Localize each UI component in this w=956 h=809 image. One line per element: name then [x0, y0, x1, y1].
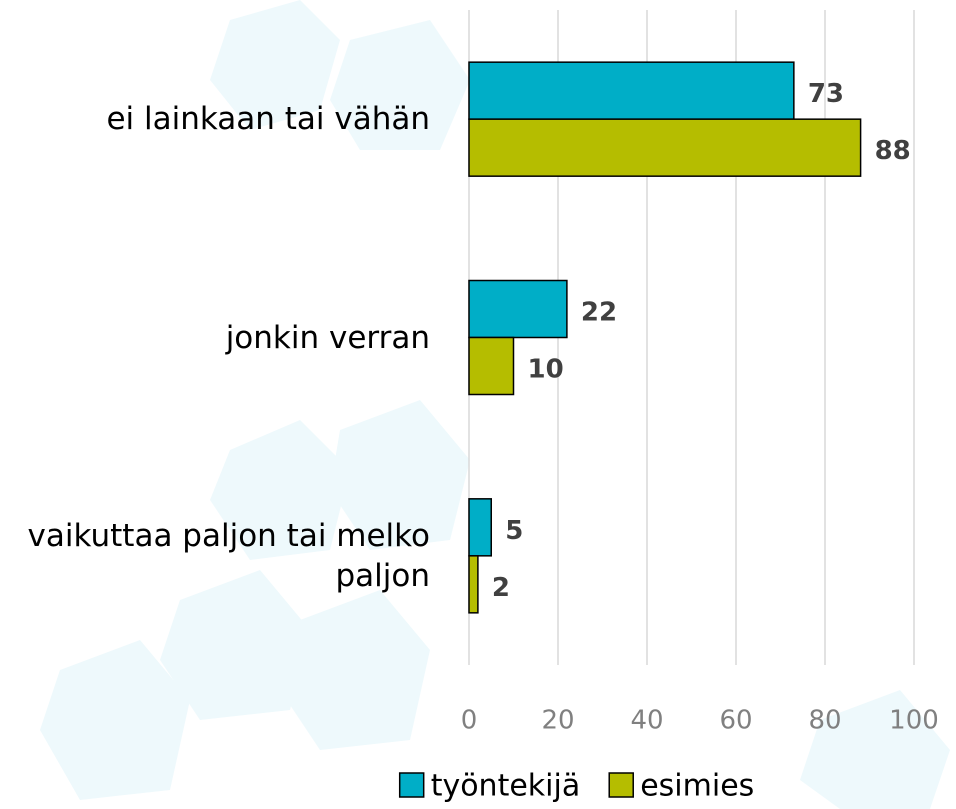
x-tick-label: 80: [808, 706, 841, 736]
x-tick-label: 20: [541, 706, 574, 736]
y-tick-label: jonkin verran: [10, 318, 430, 358]
bar: [469, 338, 514, 395]
data-label: 10: [528, 355, 564, 385]
bar: [469, 499, 491, 556]
x-tick-label: 100: [889, 706, 939, 736]
data-label: 5: [505, 516, 523, 546]
page: {"chart_data": {"type": "bar", "orientat…: [0, 0, 956, 809]
data-label: 73: [808, 79, 844, 109]
x-tick-label: 40: [630, 706, 663, 736]
legend-swatch: [609, 773, 633, 797]
bar: [469, 119, 861, 176]
data-label: 88: [875, 136, 911, 166]
data-label: 22: [581, 298, 617, 328]
data-label: 2: [492, 573, 510, 603]
legend-label: esimies: [640, 769, 754, 804]
x-tick-label: 0: [461, 706, 478, 736]
legend-swatch: [400, 773, 424, 797]
bar: [469, 281, 567, 338]
y-tick-label: ei lainkaan tai vähän: [10, 99, 430, 139]
y-tick-label: vaikuttaa paljon tai melko paljon: [10, 516, 430, 596]
bar: [469, 62, 794, 119]
x-tick-label: 60: [719, 706, 752, 736]
bar: [469, 556, 478, 613]
legend-label: työntekijä: [431, 769, 581, 804]
